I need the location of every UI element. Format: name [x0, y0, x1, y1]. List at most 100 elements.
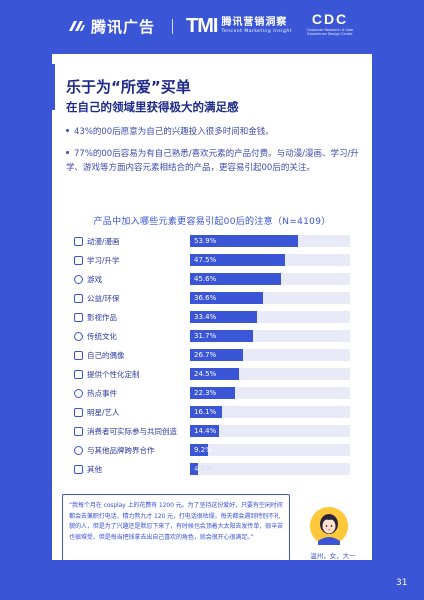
bullet-point: 77%的00后容易为有自己熟悉/喜欢元素的产品付费。与动漫/漫画、学习/升学、游… — [66, 147, 366, 175]
bar — [190, 311, 257, 323]
bar-row-4: 影视作品 33.4% — [74, 311, 356, 323]
bar — [190, 406, 223, 418]
bar-row-12: 其他 4.2% — [74, 463, 356, 475]
charity-icon — [74, 293, 83, 303]
category-text: 与其他品牌跨界合作 — [87, 445, 155, 455]
bar-track: 45.6% — [190, 273, 350, 285]
bar — [190, 235, 298, 247]
tmi-logo-cn: 腾讯营销洞察 — [221, 16, 288, 28]
tencent-ads-logo-icon — [69, 21, 85, 31]
bar-row-5: 传统文化 31.7% — [74, 330, 356, 342]
value-label: 47.5% — [194, 256, 217, 264]
tmi-logo: TMI 腾讯营销洞察 Tencent Marketing Insight — [186, 14, 292, 38]
bar-row-7: 提供个性化定制 24.5% — [74, 368, 356, 380]
bar-track: 36.6% — [190, 292, 350, 304]
value-label: 26.7% — [194, 351, 217, 359]
tencent-ads-logo: 腾讯广告 — [68, 16, 155, 36]
bar-track: 53.9% — [190, 235, 350, 247]
category-label: 热点事件 — [74, 387, 117, 399]
category-label: 消费者可实际参与共同创造 — [74, 425, 177, 437]
bar-track: 16.1% — [190, 406, 350, 418]
bar — [190, 444, 209, 456]
value-label: 31.7% — [194, 332, 217, 340]
category-text: 游戏 — [87, 274, 102, 284]
logo-divider — [172, 19, 173, 34]
celebrity-icon — [74, 407, 83, 417]
quote-box: “我每个月在 cosplay 上的花费有 1200 元。为了坚持这份爱好，只要有… — [62, 494, 290, 562]
value-label: 14.4% — [194, 427, 217, 435]
category-label: 自己的偶像 — [74, 349, 125, 361]
bar-row-8: 热点事件 22.3% — [74, 387, 356, 399]
category-text: 学习/升学 — [87, 255, 120, 265]
bullet-text: 43%的00后愿意为自己的兴趣投入很多时间和金钱。 — [74, 127, 274, 137]
category-text: 明星/艺人 — [87, 407, 120, 417]
anime-icon — [74, 236, 83, 246]
girl-avatar-icon — [310, 507, 348, 545]
chart-title: 产品中加入哪些元素更容易引起00后的注意（N=4109） — [93, 217, 331, 227]
category-label: 与其他品牌跨界合作 — [74, 444, 155, 456]
bullet-dot-icon — [66, 129, 69, 132]
bar-track: 31.7% — [190, 330, 350, 342]
game-icon — [74, 274, 83, 284]
bar-row-10: 消费者可实际参与共同创造 14.4% — [74, 425, 356, 437]
bar-track: 9.2% — [190, 444, 350, 456]
bar — [190, 425, 219, 437]
value-label: 33.4% — [194, 313, 217, 321]
crossover-icon — [74, 445, 83, 455]
bar-row-3: 公益/环保 36.6% — [74, 292, 356, 304]
tmi-logo-text: 腾讯营销洞察 Tencent Marketing Insight — [221, 16, 292, 35]
value-label: 36.6% — [194, 294, 217, 302]
category-text: 热点事件 — [87, 388, 117, 398]
value-label: 22.3% — [194, 389, 217, 397]
category-label: 明星/艺人 — [74, 406, 120, 418]
report-header: 腾讯广告 TMI 腾讯营销洞察 Tencent Marketing Insigh… — [0, 0, 424, 52]
bar-row-1: 学习/升学 47.5% — [74, 254, 356, 266]
tmi-logo-en: Tencent Marketing Insight — [221, 28, 292, 34]
category-label: 动漫/漫画 — [74, 235, 120, 247]
category-label: 公益/环保 — [74, 292, 120, 304]
bullet-point: 43%的00后愿意为自己的兴趣投入很多时间和金钱。 — [66, 125, 366, 139]
idol-icon — [74, 350, 83, 360]
bar — [190, 368, 239, 380]
value-label: 16.1% — [194, 408, 217, 416]
category-text: 动漫/漫画 — [87, 236, 120, 246]
category-label: 影视作品 — [74, 311, 117, 323]
co-create-icon — [74, 426, 83, 436]
study-icon — [74, 255, 83, 265]
cdc-logo-mark: CDC — [311, 11, 349, 27]
tencent-ads-logo-text: 腾讯广告 — [91, 17, 156, 36]
customize-icon — [74, 369, 83, 379]
bar-track: 14.4% — [190, 425, 350, 437]
value-label: 53.9% — [194, 237, 217, 245]
category-label: 学习/升学 — [74, 254, 120, 266]
bar — [190, 349, 244, 361]
bar-row-11: 与其他品牌跨界合作 9.2% — [74, 444, 356, 456]
category-label: 传统文化 — [74, 330, 117, 342]
bar-track: 22.3% — [190, 387, 350, 399]
tmi-logo-mark: TMI — [186, 14, 218, 37]
category-text: 自己的偶像 — [87, 350, 125, 360]
bar-row-6: 自己的偶像 26.7% — [74, 349, 356, 361]
bar-row-2: 游戏 45.6% — [74, 273, 356, 285]
cdc-logo-sub: Customer Research & User Experience Desi… — [306, 28, 354, 37]
category-label: 提供个性化定制 — [74, 368, 140, 380]
bar — [190, 273, 282, 285]
page-number: 31 — [396, 578, 408, 588]
title-accent-bar — [52, 64, 55, 110]
bar-track: 4.2% — [190, 463, 350, 475]
value-label: 4.2% — [194, 465, 212, 473]
bullet-dot-icon — [66, 151, 69, 154]
other-icon — [74, 464, 83, 474]
avatar-caption: 温州，女，大一 — [310, 552, 356, 560]
page-subtitle: 在自己的领域里获得极大的满足感 — [66, 100, 239, 114]
bar-row-0: 动漫/漫画 53.9% — [74, 235, 356, 247]
category-label: 游戏 — [74, 273, 102, 285]
page-title: 乐于为“所爱”买单 — [66, 78, 191, 96]
bar — [190, 463, 199, 475]
value-label: 9.2% — [194, 446, 212, 454]
film-icon — [74, 312, 83, 322]
category-label: 其他 — [74, 463, 102, 475]
bar-track: 33.4% — [190, 311, 350, 323]
bar-chart: 动漫/漫画 53.9% 学习/升学 47.5% 游戏 45.6% 公益/环保 36.6% 影视作… — [52, 229, 372, 524]
avatar — [310, 507, 348, 545]
